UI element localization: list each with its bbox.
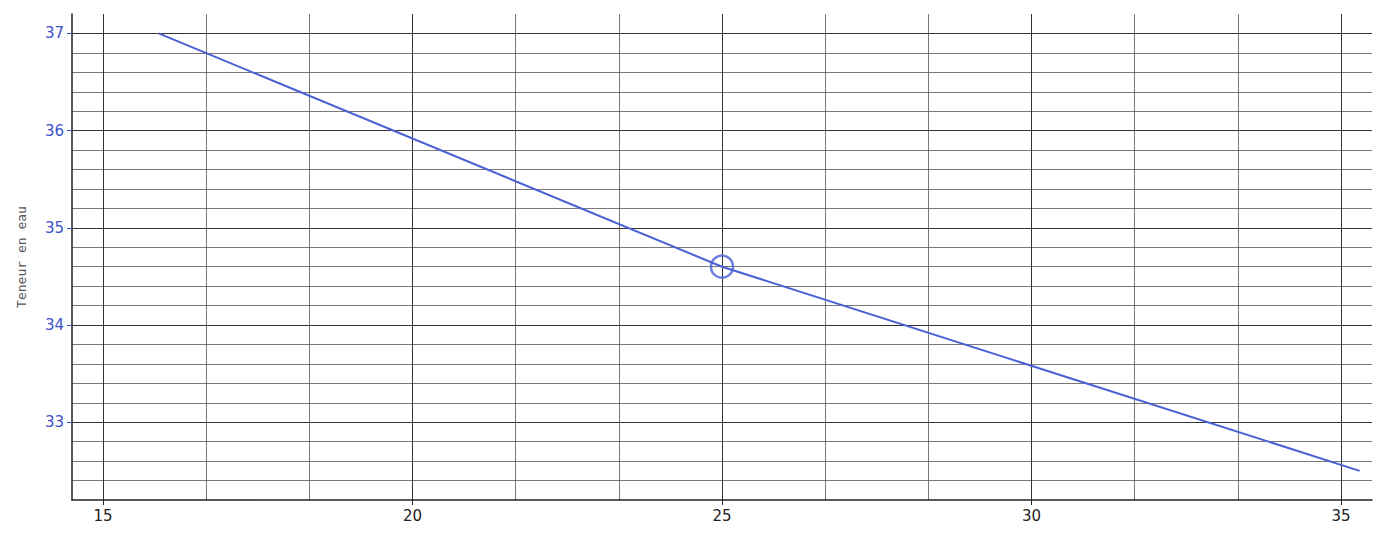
svg-text:33: 33 xyxy=(45,413,64,431)
svg-text:35: 35 xyxy=(45,219,64,237)
svg-text:30: 30 xyxy=(1022,507,1041,525)
svg-text:36: 36 xyxy=(45,122,64,140)
svg-text:15: 15 xyxy=(93,507,112,525)
svg-text:25: 25 xyxy=(712,507,731,525)
svg-text:37: 37 xyxy=(45,24,64,42)
svg-text:20: 20 xyxy=(403,507,422,525)
svg-text:Teneur en eau: Teneur en eau xyxy=(14,206,29,308)
svg-text:34: 34 xyxy=(45,316,64,334)
svg-text:35: 35 xyxy=(1332,507,1351,525)
